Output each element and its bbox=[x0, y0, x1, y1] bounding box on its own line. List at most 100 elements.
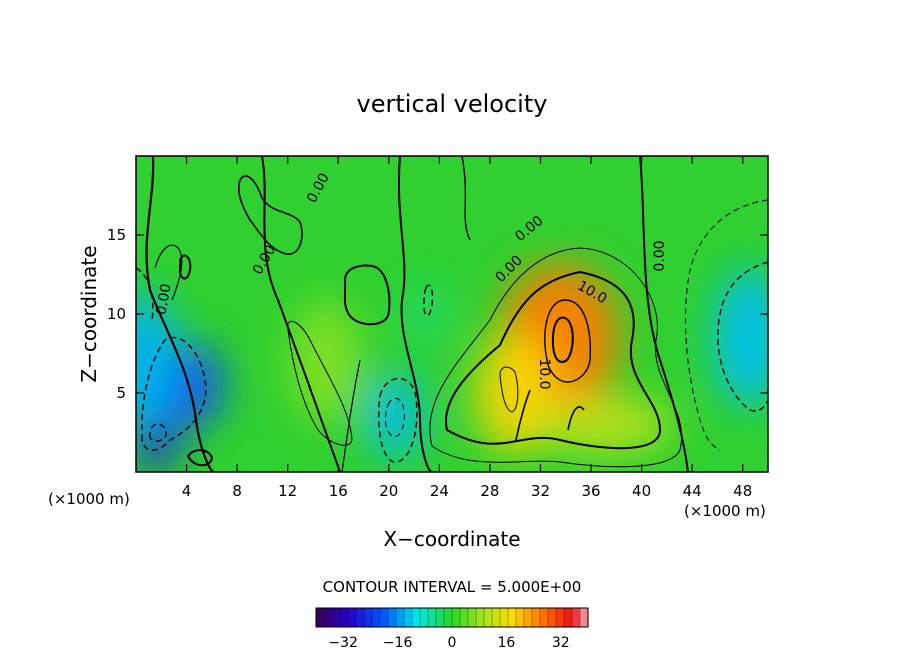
colorbar-segment bbox=[539, 607, 549, 628]
colorbar-segment bbox=[507, 607, 517, 628]
contour-line bbox=[186, 449, 214, 467]
x-tick-label: 32 bbox=[531, 482, 550, 500]
colorbar-tick-label: 32 bbox=[552, 635, 570, 651]
contour-line bbox=[261, 156, 341, 472]
field-feature bbox=[291, 299, 360, 424]
contour-label: 10.0 bbox=[536, 358, 552, 389]
x-tick-label: 44 bbox=[683, 482, 702, 500]
y-axis-label: Z−coordinate bbox=[77, 245, 101, 382]
colorbar-segment bbox=[547, 607, 557, 628]
colorbar-segment bbox=[451, 607, 461, 628]
colorbar-segment bbox=[491, 607, 501, 628]
contour-line bbox=[499, 366, 519, 413]
contour-line bbox=[179, 254, 192, 280]
colorbar-segment bbox=[315, 607, 325, 628]
x-tick-label: 12 bbox=[278, 482, 297, 500]
contour-line bbox=[141, 336, 207, 451]
contour-line bbox=[684, 199, 768, 451]
contour-line bbox=[397, 156, 433, 472]
colorbar-segment bbox=[387, 607, 397, 628]
contour-line bbox=[149, 423, 167, 442]
colorbar-segment bbox=[475, 607, 485, 628]
colorbar-tick-label: −16 bbox=[383, 635, 413, 651]
y-tick-label: 5 bbox=[116, 384, 126, 402]
x-tick-label: 20 bbox=[379, 482, 398, 500]
contour-line bbox=[287, 320, 353, 446]
colorbar-segment bbox=[443, 607, 453, 628]
field-feature bbox=[533, 396, 674, 453]
colorbar-segment bbox=[339, 607, 349, 628]
colorbar-segment bbox=[531, 607, 541, 628]
colorbar-segment bbox=[499, 607, 509, 628]
contour-line bbox=[136, 267, 154, 321]
x-tick-label: 8 bbox=[232, 482, 242, 500]
colorbar-tick-label: −32 bbox=[328, 635, 358, 651]
x-tick-label: 36 bbox=[581, 482, 600, 500]
x-tick-label: 48 bbox=[733, 482, 752, 500]
contour-line bbox=[145, 156, 215, 472]
contour-line bbox=[429, 247, 683, 468]
colorbar-segment bbox=[347, 607, 357, 628]
contour-interval-label: CONTOUR INTERVAL = 5.000E+00 bbox=[323, 578, 582, 596]
field-feature bbox=[410, 284, 443, 344]
colorbar-tick-label: 16 bbox=[497, 635, 515, 651]
x-tick-label: 40 bbox=[632, 482, 651, 500]
contour-line bbox=[461, 156, 471, 241]
colorbar-segment bbox=[363, 607, 373, 628]
colorbar-ticks: −32 −16 0 16 32 bbox=[328, 635, 569, 651]
colorbar-segment bbox=[355, 607, 365, 628]
colorbar-segment bbox=[411, 607, 421, 628]
x-tick-label: 24 bbox=[430, 482, 449, 500]
y-tick-label: 15 bbox=[107, 226, 126, 244]
colorbar-segment bbox=[483, 607, 493, 628]
colorbar-segment bbox=[555, 607, 565, 628]
chart-title: vertical velocity bbox=[357, 90, 548, 118]
colorbar-segment bbox=[379, 607, 389, 628]
contour-line bbox=[343, 264, 391, 326]
colorbar-segment bbox=[435, 607, 445, 628]
colorbar-segment bbox=[467, 607, 477, 628]
colorbar-segment bbox=[523, 607, 533, 628]
x-unit-left: (×1000 m) bbox=[48, 490, 130, 508]
colorbar-segment bbox=[427, 607, 437, 628]
field-feature bbox=[713, 267, 768, 408]
contour-line bbox=[551, 316, 574, 363]
x-tick-label: 4 bbox=[182, 482, 192, 500]
colorbar-segment bbox=[515, 607, 525, 628]
x-axis-label: X−coordinate bbox=[383, 527, 520, 551]
contour-line bbox=[717, 261, 768, 412]
colorbar-segment bbox=[571, 607, 581, 628]
x-tick-label: 28 bbox=[480, 482, 499, 500]
contour-label: 0.00 bbox=[652, 240, 668, 271]
contour-lines bbox=[136, 156, 768, 472]
colorbar bbox=[315, 607, 589, 628]
contour-line bbox=[515, 389, 531, 441]
y-tick-label: 10 bbox=[107, 305, 126, 323]
contour-line bbox=[341, 359, 361, 472]
contour-line bbox=[544, 299, 592, 383]
field-blobs bbox=[136, 262, 768, 472]
contour-line bbox=[567, 406, 585, 431]
colorbar-segment bbox=[459, 607, 469, 628]
colorbar-segment bbox=[331, 607, 341, 628]
contour-label: 0.00 bbox=[153, 283, 174, 316]
contour-line bbox=[237, 175, 303, 255]
contour-line bbox=[384, 397, 405, 438]
x-axis: 4 8 12 16 20 24 28 32 36 40 44 48 bbox=[182, 156, 752, 500]
y-axis: 5 10 15 bbox=[107, 226, 768, 402]
colorbar-segment bbox=[419, 607, 429, 628]
colorbar-segment bbox=[403, 607, 413, 628]
colorbar-frame bbox=[315, 607, 589, 628]
colorbar-segment bbox=[323, 607, 333, 628]
x-tick-label: 16 bbox=[329, 482, 348, 500]
field-feature bbox=[367, 374, 424, 459]
colorbar-segment bbox=[371, 607, 381, 628]
contour-line bbox=[444, 270, 662, 450]
colorbar-segment bbox=[563, 607, 573, 628]
contour-line bbox=[154, 244, 183, 301]
x-unit-right: (×1000 m) bbox=[684, 502, 766, 520]
colorbar-tick-label: 0 bbox=[448, 635, 457, 651]
colorbar-segment bbox=[395, 607, 405, 628]
contour-line bbox=[378, 377, 418, 463]
